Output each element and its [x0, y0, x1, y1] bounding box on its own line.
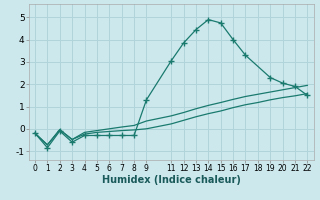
X-axis label: Humidex (Indice chaleur): Humidex (Indice chaleur)	[102, 175, 241, 185]
